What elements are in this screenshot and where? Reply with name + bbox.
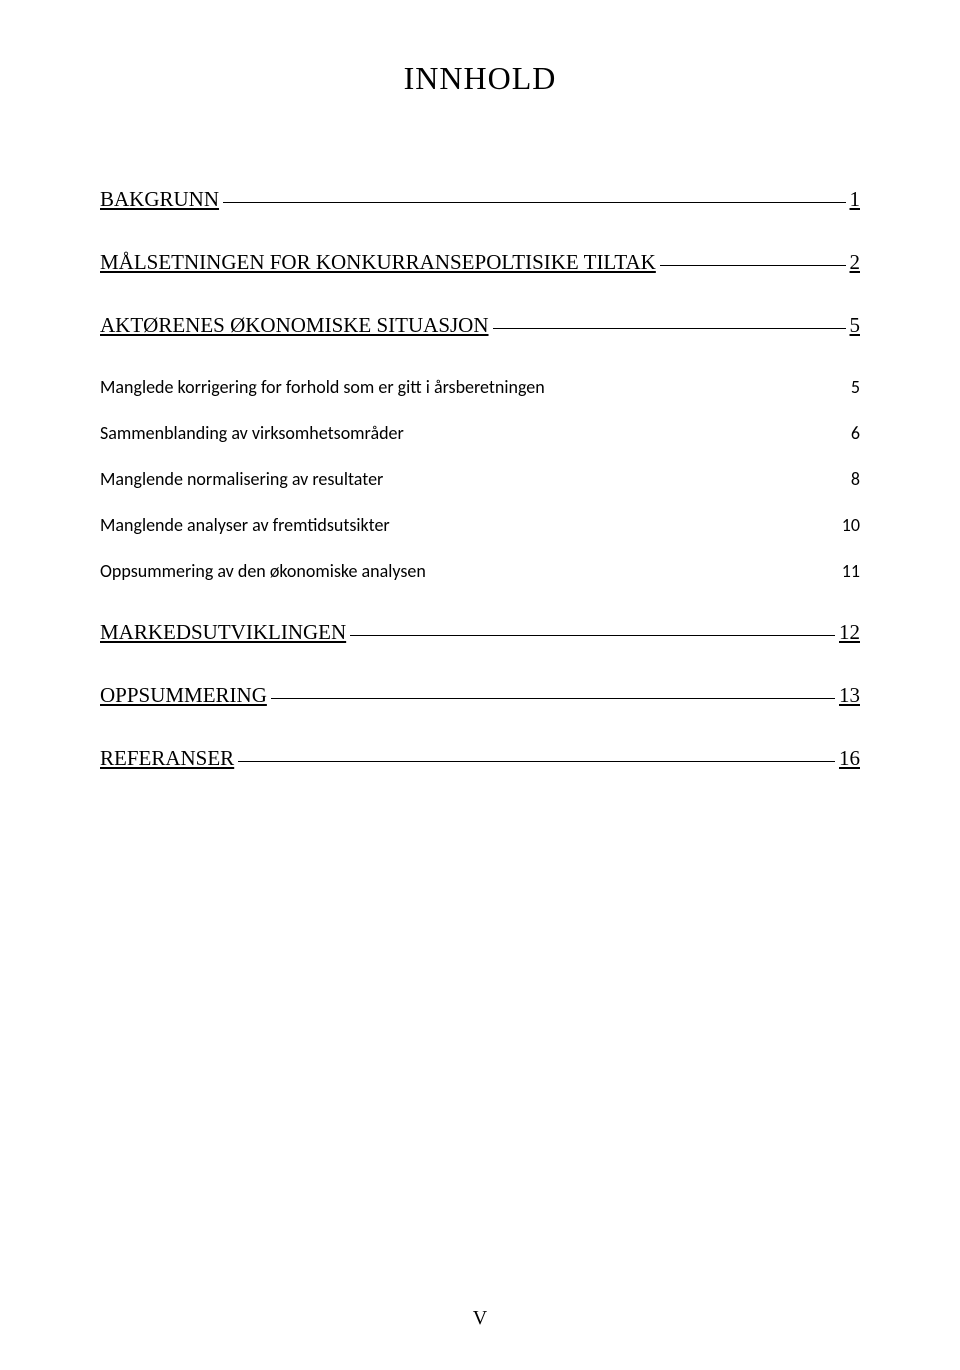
toc-entry-label: AKTØRENES ØKONOMISKE SITUASJON xyxy=(100,313,489,338)
toc-entry-page: 6 xyxy=(851,422,860,444)
toc-entry-page: 8 xyxy=(851,468,860,490)
toc-entry: MARKEDSUTVIKLINGEN 12 xyxy=(100,620,860,645)
toc-entry-label: OPPSUMMERING xyxy=(100,683,267,708)
toc-entry: Manglede korrigering for forhold som er … xyxy=(100,376,860,398)
toc-entry-page: 5 xyxy=(850,313,861,338)
toc-entry-page: 1 xyxy=(850,187,861,212)
toc-leader xyxy=(223,202,845,203)
toc-entry-label: Manglende analyser av fremtidsutsikter xyxy=(100,514,390,536)
toc-entry: Sammenblanding av virksomhetsområder 6 xyxy=(100,422,860,444)
toc-entry-label: Oppsummering av den økonomiske analysen xyxy=(100,560,426,582)
toc-entry: REFERANSER 16 xyxy=(100,746,860,771)
toc-leader xyxy=(660,265,846,266)
toc-entry: MÅLSETNINGEN FOR KONKURRANSEPOLTISIKE TI… xyxy=(100,250,860,275)
document-title: INNHOLD xyxy=(100,60,860,97)
toc-entry-page: 2 xyxy=(850,250,861,275)
toc-entry-label: Sammenblanding av virksomhetsområder xyxy=(100,422,404,444)
toc-entry-label: BAKGRUNN xyxy=(100,187,219,212)
toc-entry-label: Manglende normalisering av resultater xyxy=(100,468,383,490)
toc-entry: AKTØRENES ØKONOMISKE SITUASJON 5 xyxy=(100,313,860,338)
toc-entry: OPPSUMMERING 13 xyxy=(100,683,860,708)
toc-entry-page: 11 xyxy=(842,560,860,582)
toc-entry-page: 16 xyxy=(839,746,860,771)
toc-entry-page: 13 xyxy=(839,683,860,708)
toc-entry: Manglende normalisering av resultater 8 xyxy=(100,468,860,490)
page-number: V xyxy=(473,1307,487,1330)
toc-entry-page: 12 xyxy=(839,620,860,645)
table-of-contents: BAKGRUNN 1 MÅLSETNINGEN FOR KONKURRANSEPOL… xyxy=(100,187,860,771)
toc-leader xyxy=(238,761,835,762)
toc-leader xyxy=(271,698,835,699)
toc-entry-page: 5 xyxy=(851,376,860,398)
toc-entry-label: REFERANSER xyxy=(100,746,234,771)
toc-leader xyxy=(350,635,835,636)
toc-entry: Oppsummering av den økonomiske analysen 1… xyxy=(100,560,860,582)
toc-leader xyxy=(493,328,846,329)
toc-entry-label: Manglede korrigering for forhold som er … xyxy=(100,376,545,398)
toc-entry: BAKGRUNN 1 xyxy=(100,187,860,212)
toc-entry: Manglende analyser av fremtidsutsikter 10 xyxy=(100,514,860,536)
toc-entry-page: 10 xyxy=(842,514,860,536)
toc-entry-label: MARKEDSUTVIKLINGEN xyxy=(100,620,346,645)
toc-entry-label: MÅLSETNINGEN FOR KONKURRANSEPOLTISIKE TI… xyxy=(100,250,656,275)
